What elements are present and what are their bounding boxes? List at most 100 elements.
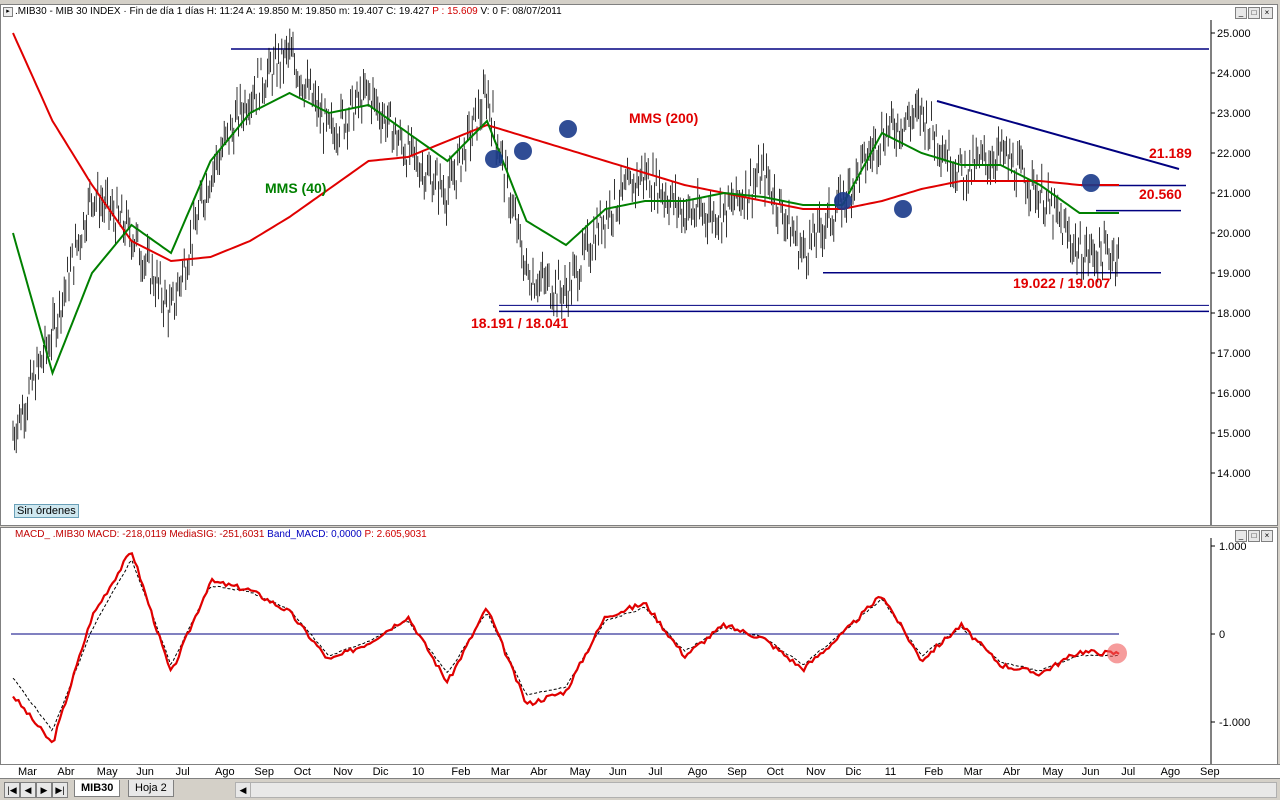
price-y-tick-label: 14.000 bbox=[1217, 468, 1251, 480]
pane-window-buttons: _ □ × bbox=[1235, 7, 1273, 19]
month-label: Abr bbox=[57, 766, 75, 778]
month-label: Mar bbox=[18, 766, 37, 778]
price-y-tick-label: 21.000 bbox=[1217, 188, 1251, 200]
horizontal-scrollbar[interactable]: ◀ bbox=[235, 782, 1277, 798]
mms200-line bbox=[12, 32, 1119, 263]
price-pane: ▸ .MIB30 - MIB 30 INDEX · Fin de día 1 d… bbox=[0, 4, 1278, 526]
price-y-tick-label: 22.000 bbox=[1217, 148, 1251, 160]
month-label: Feb bbox=[451, 766, 471, 778]
sheet-tabs-bar: |◀ ◀ ▶ ▶| MIB30 Hoja 2 ◀ bbox=[0, 778, 1280, 799]
price-y-tick-label: 18.000 bbox=[1217, 308, 1251, 320]
res1-label: 21.189 bbox=[1149, 145, 1192, 161]
mms200-label: MMS (200) bbox=[629, 110, 698, 126]
crossover-dot bbox=[485, 150, 503, 168]
first-sheet-icon[interactable]: |◀ bbox=[4, 782, 20, 798]
price-chart: 25.000 24.000 23.000 22.000 21.000 20.000 19.0… bbox=[12, 20, 1251, 525]
crossover-dot bbox=[559, 120, 577, 138]
month-label: Ago bbox=[215, 766, 235, 778]
price-y-tick-label: 24.000 bbox=[1217, 68, 1251, 80]
price-y-tick-label: 19.000 bbox=[1217, 268, 1251, 280]
month-label: Sep bbox=[254, 766, 274, 778]
month-label: May bbox=[1042, 766, 1064, 778]
macd-y-tick-label: 0 bbox=[1219, 629, 1225, 641]
month-label: Jul bbox=[175, 766, 190, 778]
band-macd-label: Band_MACD: 0,0000 bbox=[267, 529, 362, 540]
tab-hoja2[interactable]: Hoja 2 bbox=[128, 780, 174, 797]
month-label: Ago bbox=[687, 766, 708, 778]
restore-icon[interactable]: □ bbox=[1248, 530, 1260, 542]
month-label: Abr bbox=[1003, 766, 1021, 778]
macd-line bbox=[12, 551, 1120, 744]
month-label: Oct bbox=[766, 766, 784, 778]
month-label: Jun bbox=[609, 766, 627, 778]
price-info-tail: V: 0 F: 08/07/2011 bbox=[480, 6, 562, 17]
close-icon[interactable]: × bbox=[1261, 530, 1273, 542]
price-y-tick-label: 17.000 bbox=[1217, 348, 1251, 360]
symbol-label: .MIB30 bbox=[15, 6, 47, 17]
month-label: Dic bbox=[845, 766, 862, 778]
month-label: May bbox=[569, 766, 591, 778]
res2-label: 20.560 bbox=[1139, 186, 1182, 202]
month-label: Mar bbox=[963, 766, 983, 778]
restore-icon[interactable]: □ bbox=[1248, 7, 1260, 19]
month-label: Oct bbox=[293, 766, 311, 778]
price-levels bbox=[231, 48, 1209, 313]
price-y-tick-label: 15.000 bbox=[1217, 428, 1251, 440]
month-label: Nov bbox=[806, 766, 826, 778]
price-info: MIB 30 INDEX · Fin de día 1 días H: 11:2… bbox=[55, 6, 430, 17]
price-y-tick-label: 25.000 bbox=[1217, 28, 1251, 40]
last-sheet-icon[interactable]: ▶| bbox=[52, 782, 68, 798]
minimize-icon[interactable]: _ bbox=[1235, 7, 1247, 19]
macd-label: MACD_ .MIB30 MACD: -218,0119 MediaSIG: -… bbox=[15, 529, 265, 540]
month-axis: Mar Abr May Jun Jul Ago Sep Oct Nov Dic 10 Feb Mar Ab… bbox=[0, 764, 1280, 779]
macd-chart: 1.000 0 -1.000 bbox=[11, 538, 1250, 764]
trendline-down bbox=[936, 100, 1180, 170]
month-label: Sep bbox=[727, 766, 747, 778]
month-label: 10 bbox=[412, 766, 425, 778]
month-label: Jul bbox=[1121, 766, 1136, 778]
next-sheet-icon[interactable]: ▶ bbox=[36, 782, 52, 798]
month-label: Ago bbox=[1160, 766, 1181, 778]
support1-label: 18.191 / 18.041 bbox=[471, 315, 569, 331]
price-bars bbox=[12, 28, 1119, 454]
month-label: Mar bbox=[490, 766, 510, 778]
month-label: Jul bbox=[648, 766, 663, 778]
crossover-dot bbox=[514, 142, 532, 160]
macd-header: MACD_ .MIB30 MACD: -218,0119 MediaSIG: -… bbox=[15, 529, 427, 540]
scroll-left-icon[interactable]: ◀ bbox=[236, 783, 251, 797]
signal-line bbox=[12, 559, 1120, 732]
close-icon[interactable]: × bbox=[1261, 7, 1273, 19]
macd-p-value: P: 2.605,9031 bbox=[364, 529, 427, 540]
macd-pane: MACD_ .MIB30 MACD: -218,0119 MediaSIG: -… bbox=[0, 527, 1278, 765]
month-label: May bbox=[96, 766, 118, 778]
month-label: Nov bbox=[333, 766, 353, 778]
price-y-tick-label: 20.000 bbox=[1217, 228, 1251, 240]
month-label: 11 bbox=[884, 766, 897, 778]
mms40-line bbox=[12, 91, 1119, 377]
support2-label: 19.022 / 19.007 bbox=[1013, 275, 1111, 291]
mms40-label: MMS (40) bbox=[265, 180, 326, 196]
crossover-dot bbox=[834, 192, 852, 210]
macd-highlight-marker bbox=[1107, 643, 1127, 664]
month-label: Feb bbox=[924, 766, 944, 778]
minimize-icon[interactable]: _ bbox=[1235, 530, 1247, 542]
macd-y-tick-label: -1.000 bbox=[1219, 717, 1250, 729]
price-y-tick-label: 23.000 bbox=[1217, 108, 1251, 120]
month-label: Abr bbox=[530, 766, 548, 778]
tab-mib30[interactable]: MIB30 bbox=[74, 780, 121, 797]
price-y-tick-label: 16.000 bbox=[1217, 388, 1251, 400]
month-label: Sep bbox=[1200, 766, 1220, 778]
month-label: Dic bbox=[372, 766, 389, 778]
macd-y-axis: 1.000 0 -1.000 bbox=[11, 538, 1250, 764]
month-label: Jun bbox=[1081, 766, 1100, 778]
macd-y-tick-label: 1.000 bbox=[1219, 541, 1247, 553]
p-value: P : 15.609 bbox=[432, 6, 478, 17]
orders-badge[interactable]: Sin órdenes bbox=[14, 504, 79, 518]
price-y-axis: 25.000 24.000 23.000 22.000 21.000 20.000 19.0… bbox=[1210, 20, 1251, 525]
month-label: Jun bbox=[136, 766, 154, 778]
pane-menu-icon[interactable]: ▸ bbox=[3, 7, 13, 17]
crossover-dot bbox=[1082, 174, 1100, 192]
prev-sheet-icon[interactable]: ◀ bbox=[20, 782, 36, 798]
price-header: .MIB30 - MIB 30 INDEX · Fin de día 1 día… bbox=[15, 6, 562, 17]
